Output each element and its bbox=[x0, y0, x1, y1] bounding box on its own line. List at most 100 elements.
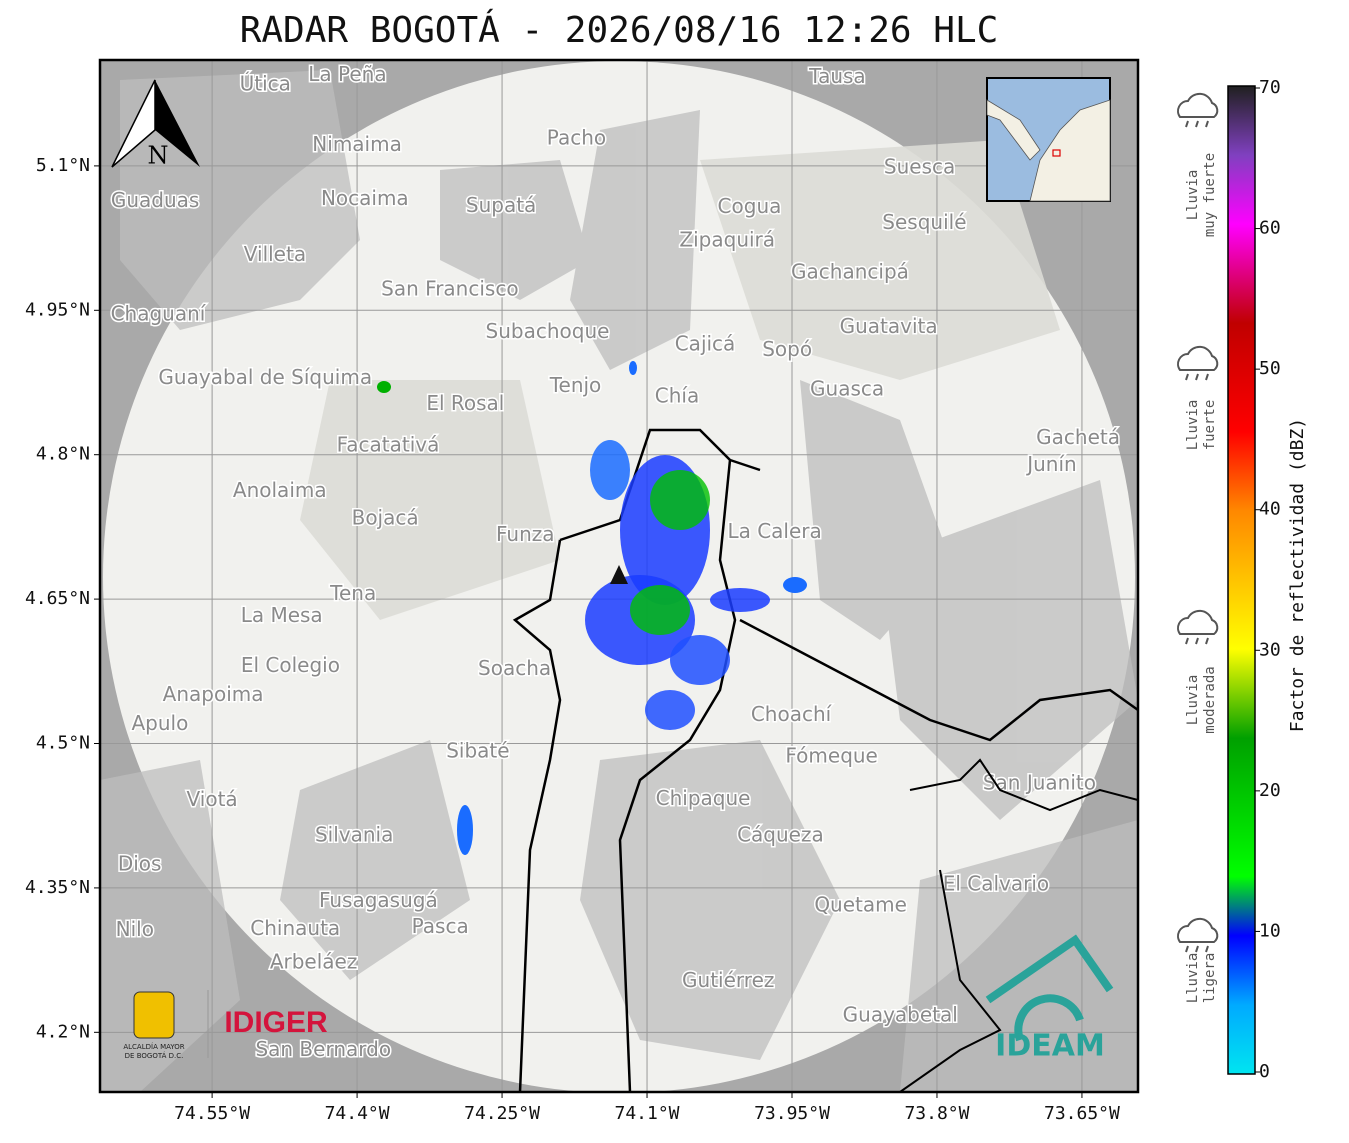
y-tick-label: 4.65°N bbox=[25, 588, 90, 609]
plot-frame bbox=[98, 58, 1140, 1094]
colorbar-tick-label: 40 bbox=[1259, 499, 1281, 520]
x-tick-label: 74.1°W bbox=[615, 1103, 680, 1124]
place-label: La Calera bbox=[727, 519, 821, 543]
place-label: Chipaque bbox=[656, 786, 751, 810]
logo-text: IDEAM bbox=[995, 1029, 1105, 1064]
x-tick-label: 73.65°W bbox=[1044, 1103, 1120, 1124]
place-label: Silvania bbox=[315, 822, 393, 846]
place-label: La Peña bbox=[308, 62, 386, 86]
place-label: Sibaté bbox=[446, 739, 509, 763]
rain-class-label: Lluvia bbox=[1185, 953, 1201, 1004]
place-label: Sesquilé bbox=[882, 210, 966, 234]
place-label: Chinauta bbox=[250, 916, 340, 940]
rain-icon bbox=[1177, 917, 1219, 943]
place-label: Arbeláez bbox=[270, 950, 358, 974]
rain-drops bbox=[1185, 373, 1209, 381]
place-label: Fómeque bbox=[785, 743, 878, 767]
place-label: Gachetá bbox=[1036, 425, 1120, 449]
place-label: Nocaima bbox=[321, 186, 409, 210]
boundary bbox=[899, 758, 1138, 1092]
colorbar-tick-label: 30 bbox=[1259, 639, 1281, 660]
rain-drops bbox=[1185, 120, 1209, 128]
place-label: Supatá bbox=[466, 193, 536, 217]
y-tick-label: 4.95°N bbox=[25, 299, 90, 320]
title: RADAR BOGOTÁ - 2026/08/16 12:26 HLC bbox=[240, 9, 999, 51]
place-label: Útica bbox=[240, 72, 291, 96]
place-label: Subachoque bbox=[486, 319, 610, 343]
y-tick-label: 4.5°N bbox=[36, 733, 90, 754]
place-label: Chía bbox=[655, 383, 699, 407]
place-label: Viotá bbox=[187, 787, 238, 811]
place-label: La Mesa bbox=[241, 603, 323, 627]
place-label: Anapoima bbox=[163, 682, 264, 706]
y-tick-label: 4.35°N bbox=[25, 877, 90, 898]
y-tick-label: 4.2°N bbox=[36, 1021, 90, 1042]
place-labels: La Peña Útica Tausa Pacho Nimaima Suesca Nocai… bbox=[109, 60, 1121, 1062]
place-label: Bojacá bbox=[352, 506, 419, 530]
place-label: Tena bbox=[329, 581, 376, 605]
logo-text: DE BOGOTÁ D.C. bbox=[125, 1051, 184, 1060]
place-label: Suesca bbox=[884, 154, 955, 178]
place-label: Nilo bbox=[116, 917, 154, 941]
rain-icon bbox=[1177, 345, 1219, 371]
terrain-light bbox=[300, 140, 1060, 620]
place-label: Tenjo bbox=[549, 373, 602, 397]
rain-icon bbox=[1177, 92, 1219, 118]
shield bbox=[133, 991, 175, 1039]
colorbar-tick-label: 70 bbox=[1259, 77, 1281, 98]
rain-class-label: muy fuerte bbox=[1202, 153, 1218, 237]
rain-class-label: fuerte bbox=[1202, 400, 1218, 451]
place-label: Pasca bbox=[412, 914, 469, 938]
logos: ALCALDÍA MAYOR DE BOGOTÁ D.C. IDIGER IDE… bbox=[123, 934, 1114, 1064]
place-label: Anolaima bbox=[233, 478, 327, 502]
x-tick-label: 74.25°W bbox=[464, 1103, 540, 1124]
x-tick-label: 74.55°W bbox=[174, 1103, 250, 1124]
y-tick-label: 5.1°N bbox=[36, 155, 90, 176]
place-label: Tausa bbox=[808, 64, 866, 88]
north-label: N bbox=[148, 142, 169, 170]
rain-class-label: Lluvia bbox=[1185, 675, 1201, 726]
place-label: Gutiérrez bbox=[682, 968, 774, 992]
colorbar-tick-label: 60 bbox=[1259, 218, 1281, 239]
x-tick-label: 73.8°W bbox=[904, 1103, 969, 1124]
place-label: Quetame bbox=[814, 893, 907, 917]
map: La Peña Útica Tausa Pacho Nimaima Suesca Nocai… bbox=[100, 60, 1138, 1092]
place-label: Facatativá bbox=[337, 433, 440, 457]
place-label: San Bernardo bbox=[255, 1037, 391, 1061]
colorbar-tick-label: 0 bbox=[1259, 1061, 1270, 1082]
place-label: Cáqueza bbox=[737, 822, 824, 846]
radar-echoes bbox=[377, 361, 807, 855]
north-arrow: N bbox=[111, 79, 200, 170]
place-label: Choachí bbox=[751, 702, 833, 726]
rain-drops bbox=[1185, 945, 1209, 953]
colorbar-ticks: 0 10 20 30 40 50 60 70 bbox=[1255, 77, 1281, 1082]
axes: 74.55°W 74.4°W 74.25°W 74.1°W 73.95°W 73.8°W 7… bbox=[25, 155, 1120, 1124]
colorbar-tick-label: 20 bbox=[1259, 780, 1281, 801]
x-tick-label: 74.4°W bbox=[325, 1103, 390, 1124]
place-label: San Juanito bbox=[983, 770, 1096, 794]
place-label: Junín bbox=[1025, 452, 1076, 476]
place-label: El Colegio bbox=[241, 653, 340, 677]
logo-text: ALCALDÍA MAYOR bbox=[123, 1042, 184, 1051]
x-tick-label: 73.95°W bbox=[754, 1103, 830, 1124]
place-label: El Calvario bbox=[943, 872, 1049, 896]
place-label: Zipaquirá bbox=[679, 227, 775, 251]
y-tick-label: 4.8°N bbox=[36, 444, 90, 465]
place-label: Guayabetal bbox=[843, 1002, 958, 1026]
rain-class-label: Lluvia bbox=[1185, 170, 1201, 221]
place-label: Dios bbox=[118, 851, 162, 875]
place-label: Funza bbox=[496, 522, 555, 546]
place-label: Guatavita bbox=[840, 314, 938, 338]
place-label: Cajicá bbox=[675, 331, 736, 355]
rain-drops bbox=[1185, 637, 1209, 645]
colorbar-label: Factor de reflectividad (dBZ) bbox=[1287, 418, 1308, 732]
colorbar-tick-label: 10 bbox=[1259, 920, 1281, 941]
logo-text: IDIGER bbox=[224, 1006, 328, 1039]
place-label: El Rosal bbox=[426, 391, 504, 415]
place-label: Guayabal de Síquima bbox=[158, 365, 372, 389]
place-label: Chaguaní bbox=[111, 302, 207, 326]
place-label: Guaduas bbox=[111, 188, 199, 212]
place-label: Nimaima bbox=[312, 132, 402, 156]
